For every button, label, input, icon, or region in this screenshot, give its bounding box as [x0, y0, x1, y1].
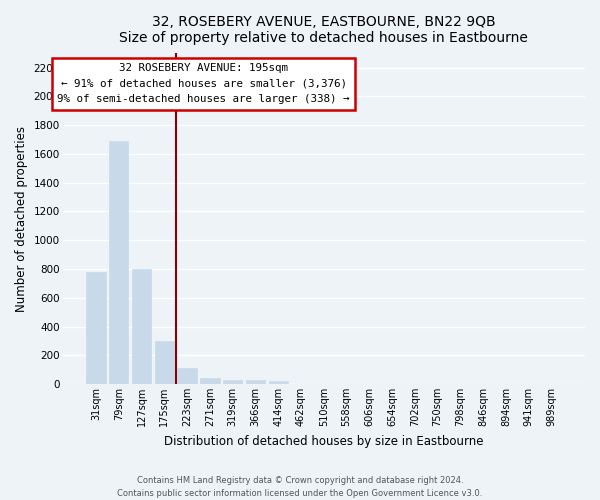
Y-axis label: Number of detached properties: Number of detached properties: [15, 126, 28, 312]
Bar: [246, 380, 265, 384]
Bar: [200, 378, 220, 384]
Title: 32, ROSEBERY AVENUE, EASTBOURNE, BN22 9QB
Size of property relative to detached : 32, ROSEBERY AVENUE, EASTBOURNE, BN22 9Q…: [119, 15, 528, 45]
Text: 32 ROSEBERY AVENUE: 195sqm
← 91% of detached houses are smaller (3,376)
9% of se: 32 ROSEBERY AVENUE: 195sqm ← 91% of deta…: [58, 63, 350, 104]
Bar: [178, 368, 197, 384]
Bar: [86, 272, 106, 384]
Text: Contains HM Land Registry data © Crown copyright and database right 2024.
Contai: Contains HM Land Registry data © Crown c…: [118, 476, 482, 498]
Bar: [132, 269, 151, 384]
X-axis label: Distribution of detached houses by size in Eastbourne: Distribution of detached houses by size …: [164, 434, 484, 448]
Bar: [109, 141, 128, 384]
Bar: [155, 341, 174, 384]
Bar: [223, 380, 242, 384]
Bar: [269, 381, 288, 384]
